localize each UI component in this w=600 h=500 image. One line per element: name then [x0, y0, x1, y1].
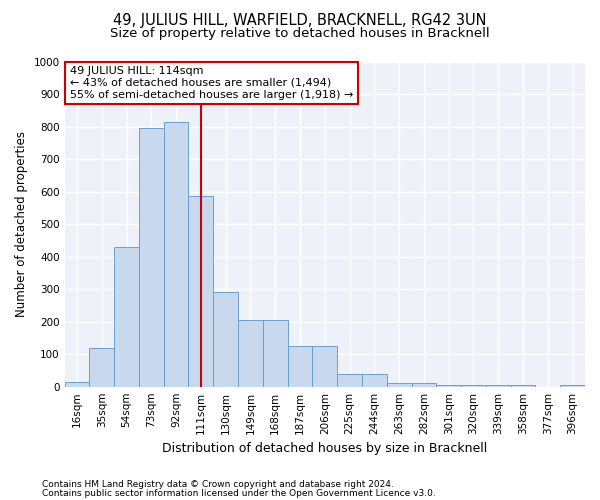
Bar [412, 383, 436, 386]
Bar [362, 374, 387, 386]
Text: 49, JULIUS HILL, WARFIELD, BRACKNELL, RG42 3UN: 49, JULIUS HILL, WARFIELD, BRACKNELL, RG… [113, 12, 487, 28]
Bar [213, 292, 238, 386]
Bar [461, 385, 486, 386]
Bar [436, 385, 461, 386]
Text: 49 JULIUS HILL: 114sqm
← 43% of detached houses are smaller (1,494)
55% of semi-: 49 JULIUS HILL: 114sqm ← 43% of detached… [70, 66, 353, 100]
Bar [164, 122, 188, 386]
Bar [313, 346, 337, 387]
Bar [89, 348, 114, 387]
Bar [263, 320, 287, 386]
Text: Contains public sector information licensed under the Open Government Licence v3: Contains public sector information licen… [42, 488, 436, 498]
Bar [486, 385, 511, 386]
X-axis label: Distribution of detached houses by size in Bracknell: Distribution of detached houses by size … [162, 442, 487, 455]
Bar [65, 382, 89, 386]
Bar [337, 374, 362, 386]
Bar [511, 385, 535, 386]
Text: Contains HM Land Registry data © Crown copyright and database right 2024.: Contains HM Land Registry data © Crown c… [42, 480, 394, 489]
Y-axis label: Number of detached properties: Number of detached properties [15, 131, 28, 317]
Bar [139, 128, 164, 386]
Bar [560, 385, 585, 386]
Bar [238, 320, 263, 386]
Text: Size of property relative to detached houses in Bracknell: Size of property relative to detached ho… [110, 28, 490, 40]
Bar [287, 346, 313, 387]
Bar [387, 383, 412, 386]
Bar [188, 196, 213, 386]
Bar [114, 247, 139, 386]
